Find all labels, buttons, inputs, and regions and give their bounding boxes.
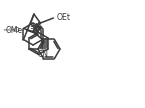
- Text: OEt: OEt: [56, 14, 70, 22]
- Text: OMe: OMe: [5, 26, 22, 35]
- Text: CN: CN: [38, 50, 49, 59]
- Text: =N: =N: [29, 23, 41, 32]
- Text: O: O: [14, 27, 19, 33]
- Text: methyl: methyl: [4, 28, 17, 32]
